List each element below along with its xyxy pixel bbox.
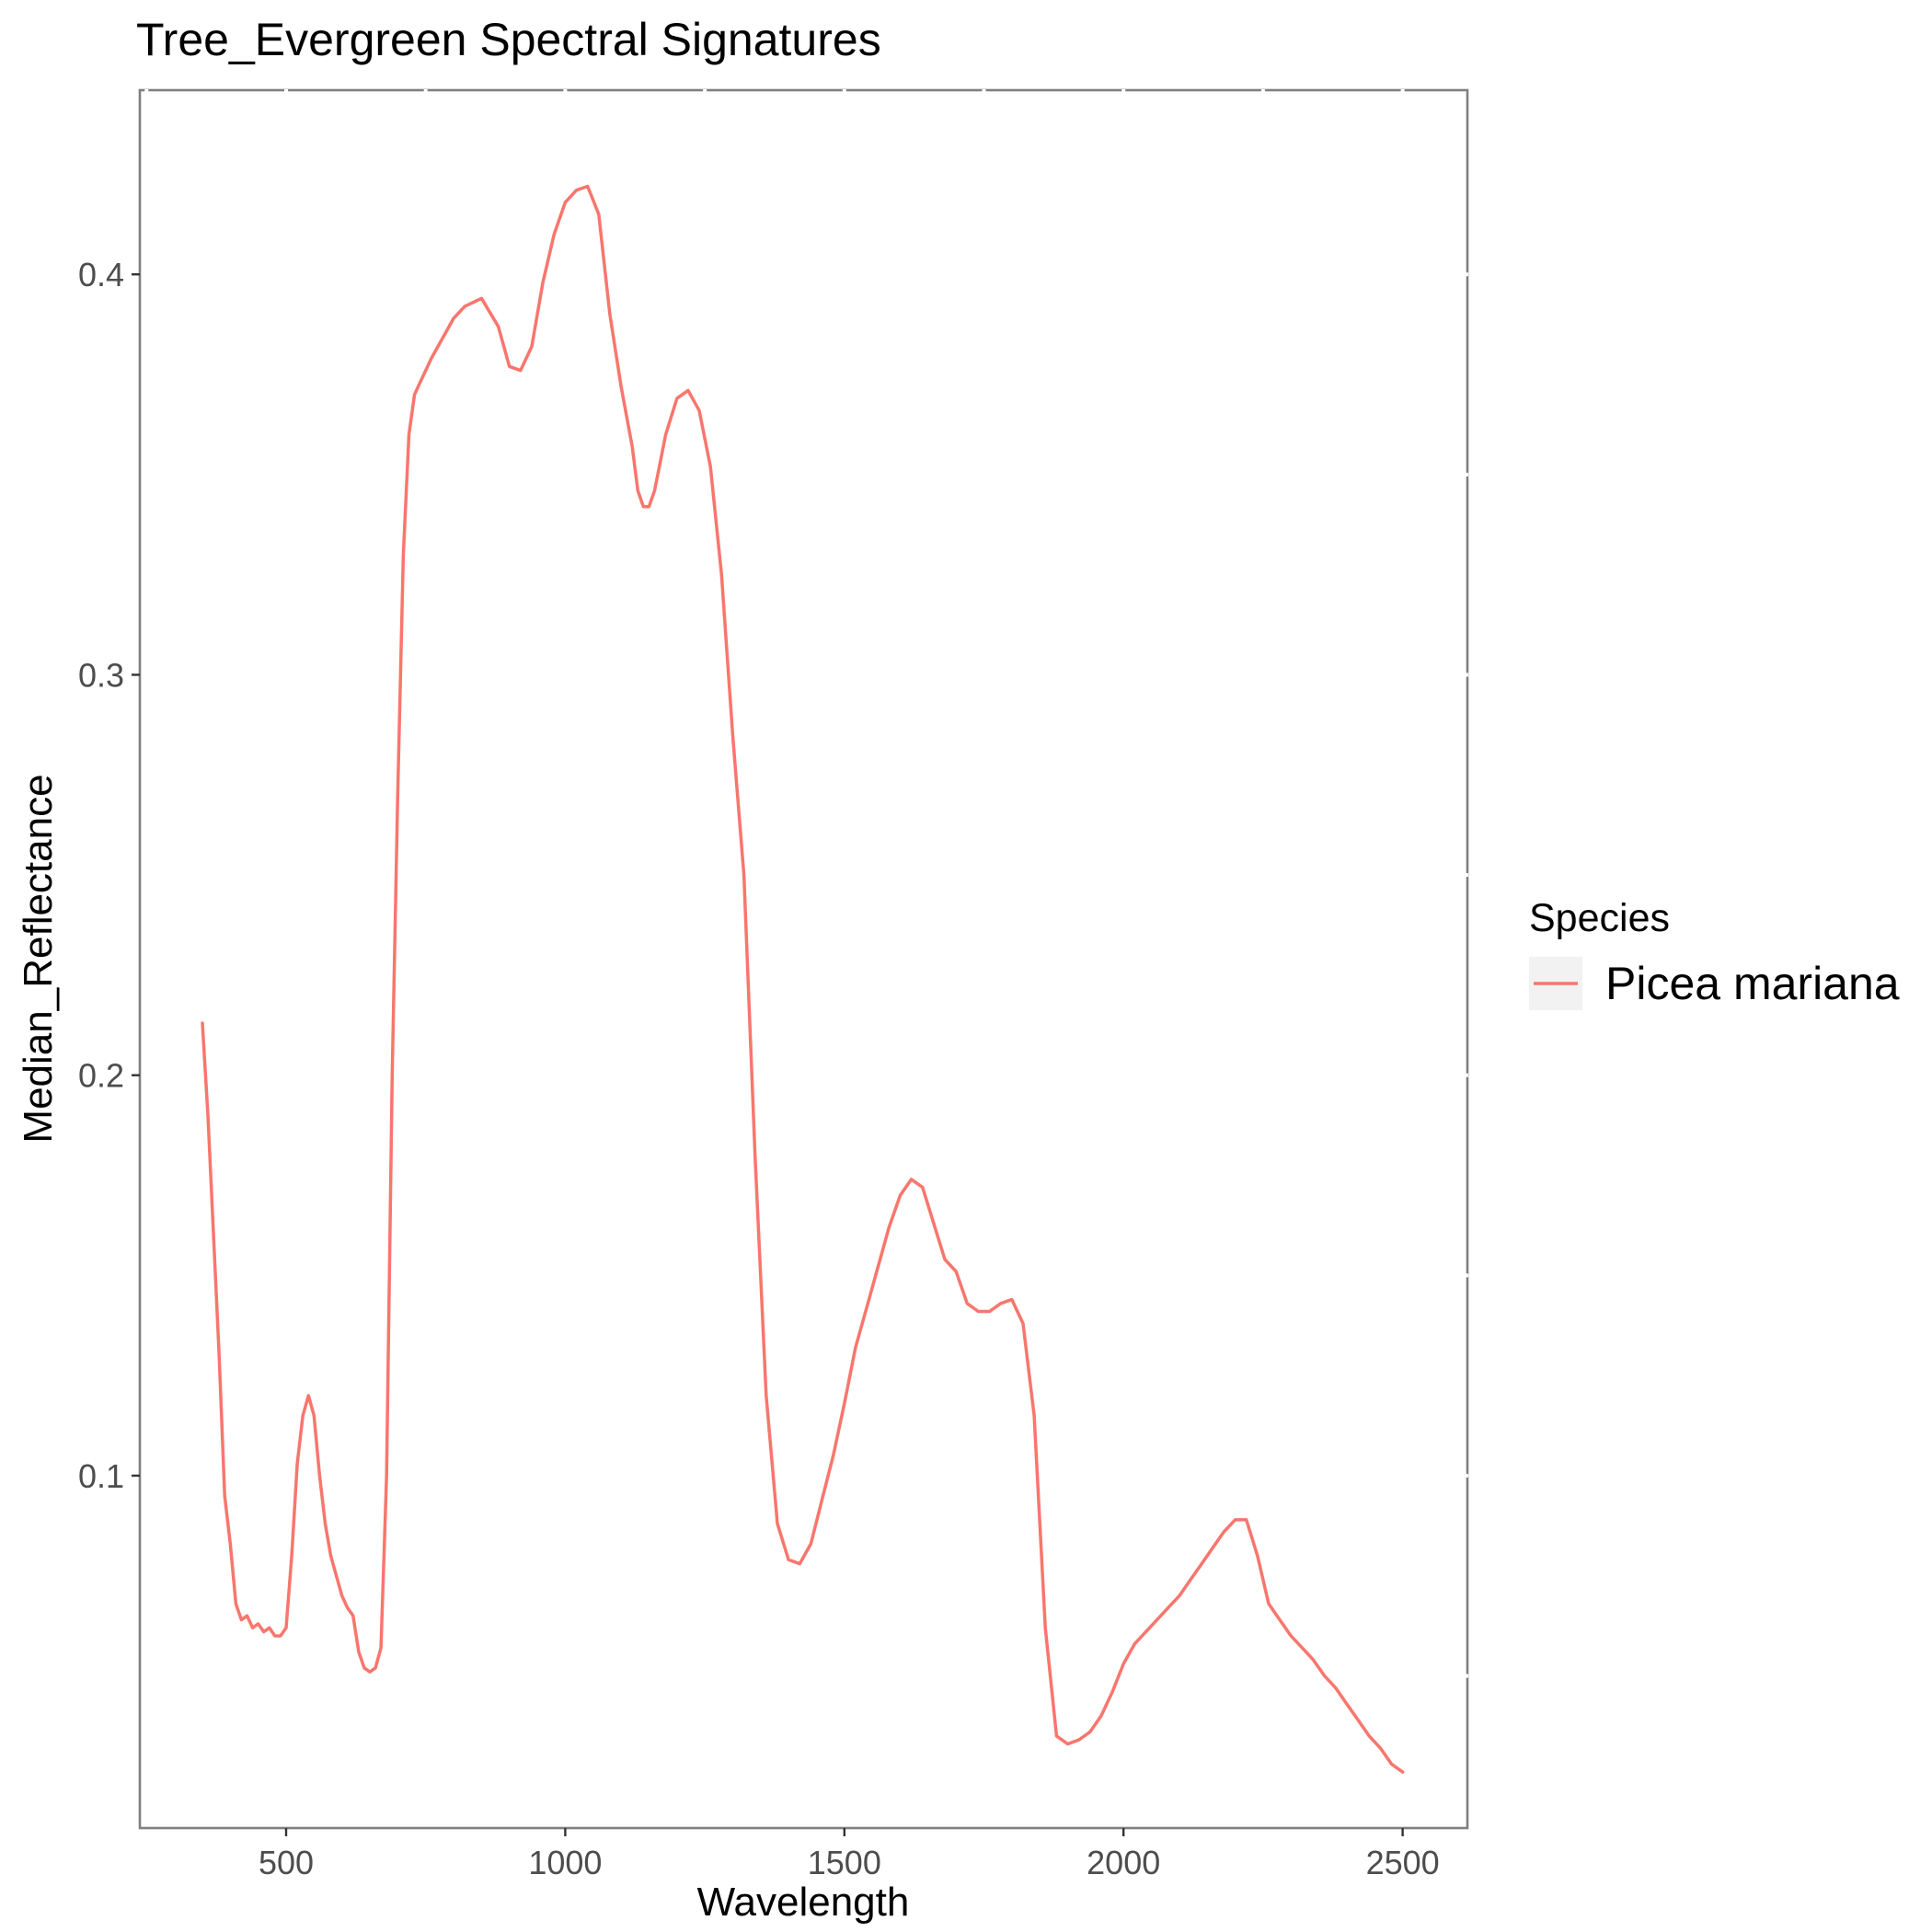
series-layer xyxy=(201,184,1405,1774)
x-tick-label: 1500 xyxy=(808,1844,881,1881)
x-tick-label: 2500 xyxy=(1366,1844,1440,1881)
y-axis: 0.1 0.2 0.3 0.4 xyxy=(78,256,140,1495)
legend-title: Species xyxy=(1529,896,1670,940)
y-tick-label: 0.1 xyxy=(78,1457,124,1495)
panel-border-ticks xyxy=(144,89,1468,1678)
y-axis-label: Median_Reflectance xyxy=(16,774,61,1143)
x-axis: 500 1000 1500 2000 2500 xyxy=(259,1828,1440,1881)
y-tick-label: 0.4 xyxy=(78,256,124,293)
y-tick-label: 0.3 xyxy=(78,656,124,694)
x-axis-label: Wavelength xyxy=(697,1880,910,1925)
series-line-picea-mariana xyxy=(201,184,1405,1774)
x-tick-label: 2000 xyxy=(1087,1844,1160,1881)
x-tick-label: 500 xyxy=(259,1844,314,1881)
x-tick-label: 1000 xyxy=(528,1844,602,1881)
plot-panel xyxy=(138,88,1469,1830)
legend: Species Picea mariana xyxy=(1529,896,1900,1010)
y-tick-label: 0.2 xyxy=(78,1057,124,1095)
legend-label-picea-mariana: Picea mariana xyxy=(1605,958,1900,1009)
chart-title: Tree_Evergreen Spectral Signatures xyxy=(136,14,881,65)
